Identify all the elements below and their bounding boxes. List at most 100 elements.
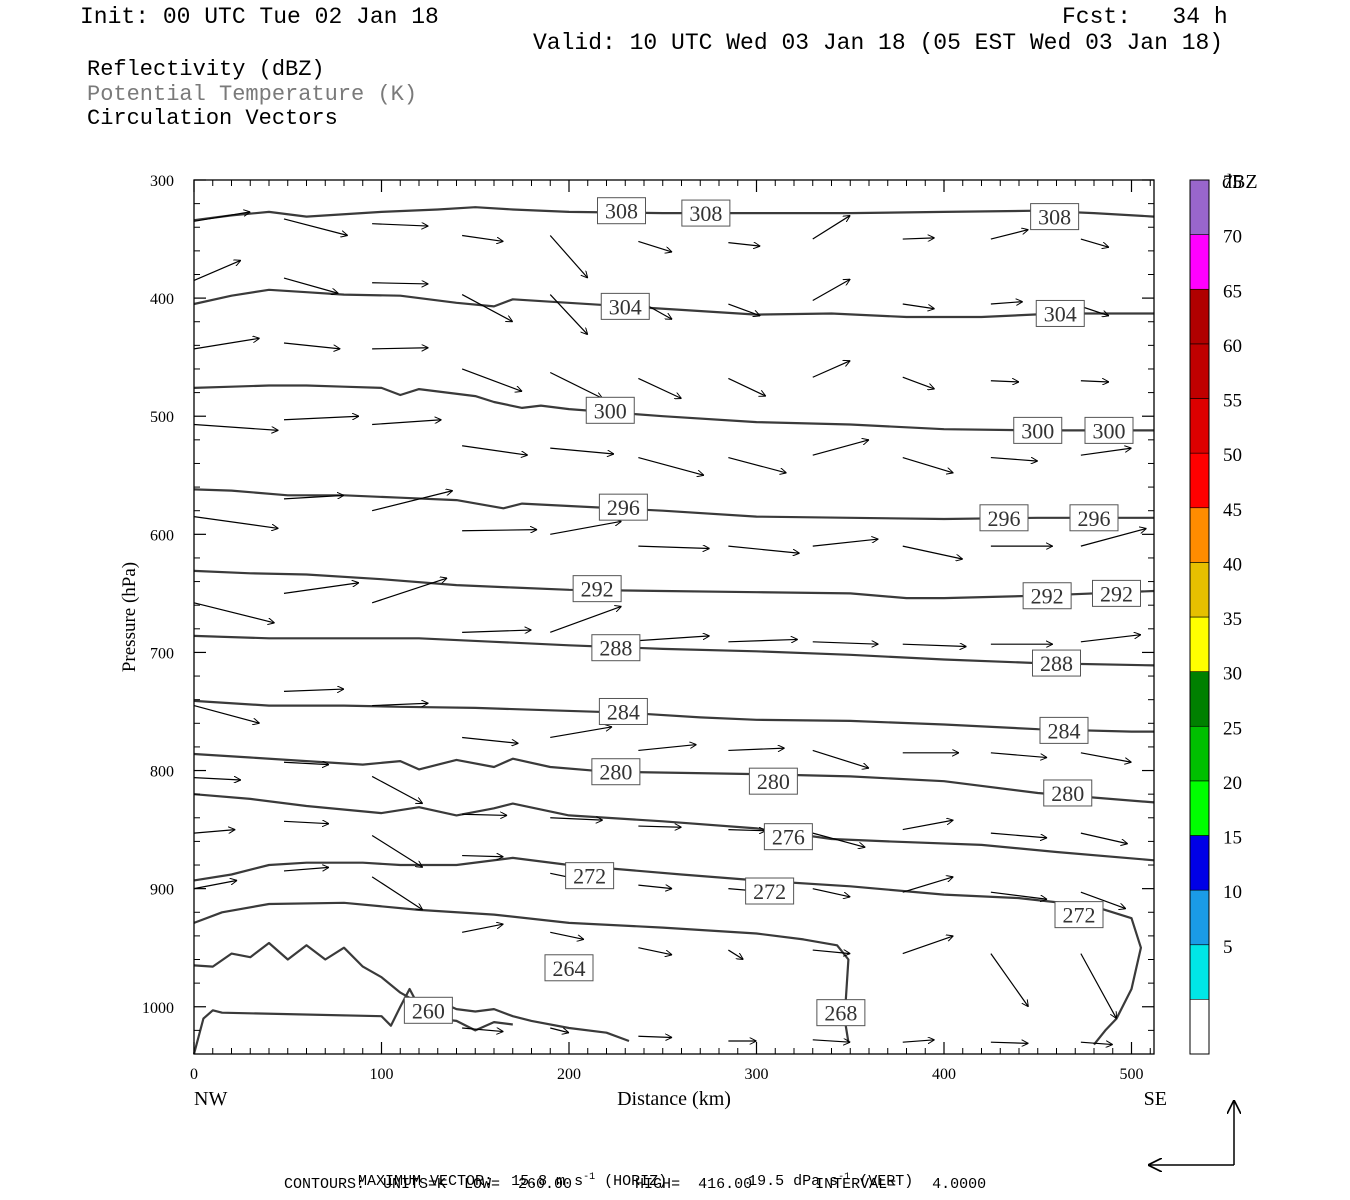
contour-label: 260 (403, 996, 453, 1024)
contour-label: 288 (1032, 649, 1081, 677)
contour-label-box (1054, 901, 1104, 929)
contour-label: 272 (565, 862, 615, 890)
y-tick-label: 300 (150, 173, 174, 190)
colorbar-label: 10 (1223, 882, 1242, 903)
valid-time: Valid: 10 UTC Wed 03 Jan 18 (05 EST Wed … (533, 30, 1224, 56)
circulation-vector (728, 830, 766, 831)
legend-circulation-vectors: Circulation Vectors (87, 106, 338, 131)
circulation-vector (193, 705, 260, 724)
contour-304 (193, 288, 1154, 319)
circulation-vector (638, 636, 709, 642)
init-time: Init: 00 UTC Tue 02 Jan 18 (80, 4, 439, 30)
colorbar-label: 50 (1223, 445, 1242, 466)
colorbar-swatch (1189, 562, 1210, 618)
contour-label: 280 (591, 758, 641, 786)
circulation-vector (462, 736, 518, 743)
circulation-vector (812, 950, 851, 954)
circulation-vector (812, 749, 869, 768)
contour-292 (193, 569, 1155, 600)
contour-label-text: 280 (1051, 781, 1084, 806)
colorbar-label: 20 (1223, 773, 1242, 794)
colorbar-title: dBZ (1222, 171, 1258, 193)
circulation-vector (372, 703, 428, 705)
contour-label-box (748, 767, 798, 795)
circulation-vector (638, 240, 672, 252)
x-tick-label: 100 (370, 1066, 394, 1083)
contour-label: 308 (597, 197, 646, 225)
reference-vector-arrows (1148, 1100, 1234, 1165)
contour-label: 272 (1054, 901, 1104, 929)
circulation-vector (462, 814, 507, 815)
contour-label-text: 304 (1044, 301, 1077, 326)
circulation-vector (193, 778, 241, 780)
contour-label-text: 296 (988, 506, 1021, 531)
circulation-vector (283, 416, 359, 421)
axis-layer: 300 400 500 600 700 800 900 1000 0 100 200 300 400 50… (142, 173, 1154, 1083)
x-axis-title: Distance (km) (617, 1088, 731, 1110)
circulation-vector (812, 888, 851, 897)
contour-label-box (598, 493, 648, 521)
circulation-vector (902, 1040, 935, 1042)
colorbar-label: 75 (1223, 172, 1242, 193)
circulation-vector (462, 1027, 503, 1032)
colorbar-label: 45 (1223, 500, 1242, 521)
circulation-vector (902, 456, 954, 473)
circulation-vector (990, 1042, 1029, 1043)
circulation-vector (812, 279, 851, 301)
y-tick-label: 700 (150, 645, 174, 662)
contour-label-box (763, 823, 813, 851)
contour-label: 268 (816, 999, 866, 1027)
contour-label-box (597, 197, 646, 225)
contour-label: 300 (1013, 416, 1063, 444)
colorbar-swatch (1189, 835, 1210, 891)
colorbar-swatch (1189, 780, 1210, 836)
circulation-vector (283, 583, 359, 594)
contour-label-text: 272 (573, 864, 606, 889)
max-vector-label: MAXIMUM VECTOR: (358, 1173, 494, 1190)
circulation-vector (1080, 752, 1132, 762)
circulation-vector (1080, 832, 1128, 844)
circulation-vector (990, 456, 1038, 462)
contour-label: 292 (1022, 582, 1072, 610)
contour-label: 304 (1035, 299, 1085, 327)
contour-label-text: 272 (753, 879, 786, 904)
colorbar-swatch (1189, 889, 1210, 946)
circulation-vector (1080, 528, 1147, 547)
circulation-vector (549, 294, 588, 335)
contour-label-text: 296 (607, 495, 640, 520)
contour-label: 272 (745, 877, 795, 905)
circulation-vector (1080, 238, 1109, 247)
circulation-vector (283, 495, 344, 500)
contour-label-text: 288 (1040, 651, 1073, 676)
circulation-vector (193, 338, 260, 350)
circulation-vector (371, 491, 453, 512)
y-tick-label: 900 (150, 882, 174, 899)
circulation-vector (462, 530, 537, 531)
x-tick-label: 200 (557, 1066, 581, 1083)
contour-label-box (565, 862, 615, 890)
circulation-vector (638, 885, 672, 889)
contour-label-box (598, 697, 648, 725)
colorbar-label: 15 (1223, 828, 1242, 849)
circulation-vector (728, 456, 786, 473)
forecast-hour: Fcst: 34 h (1062, 4, 1228, 30)
contour-label-text: 308 (1038, 205, 1071, 230)
x-label-nw: NW (194, 1088, 227, 1110)
circulation-vector (728, 545, 799, 553)
contour-label-text: 268 (824, 1001, 857, 1026)
y-tick-label: 400 (150, 291, 174, 308)
contour-label-box (1043, 779, 1093, 807)
contour-label-box (1030, 203, 1080, 231)
colorbar-swatch (1189, 725, 1210, 782)
contour-label-text: 304 (609, 294, 642, 319)
contours-info: CONTOURS: UNITS=K LOW= 260.00 HIGH= 416.… (284, 1176, 987, 1193)
contour-label-text: 284 (1048, 718, 1081, 743)
contour-308 (193, 206, 1155, 222)
circulation-vector (1080, 1042, 1113, 1044)
contour-label: 288 (591, 634, 641, 662)
circulation-vector (812, 361, 851, 378)
circulation-vector (990, 953, 1029, 1007)
contour-label: 280 (1043, 779, 1093, 807)
circulation-vector (193, 880, 237, 890)
circulation-vector (1080, 381, 1109, 382)
